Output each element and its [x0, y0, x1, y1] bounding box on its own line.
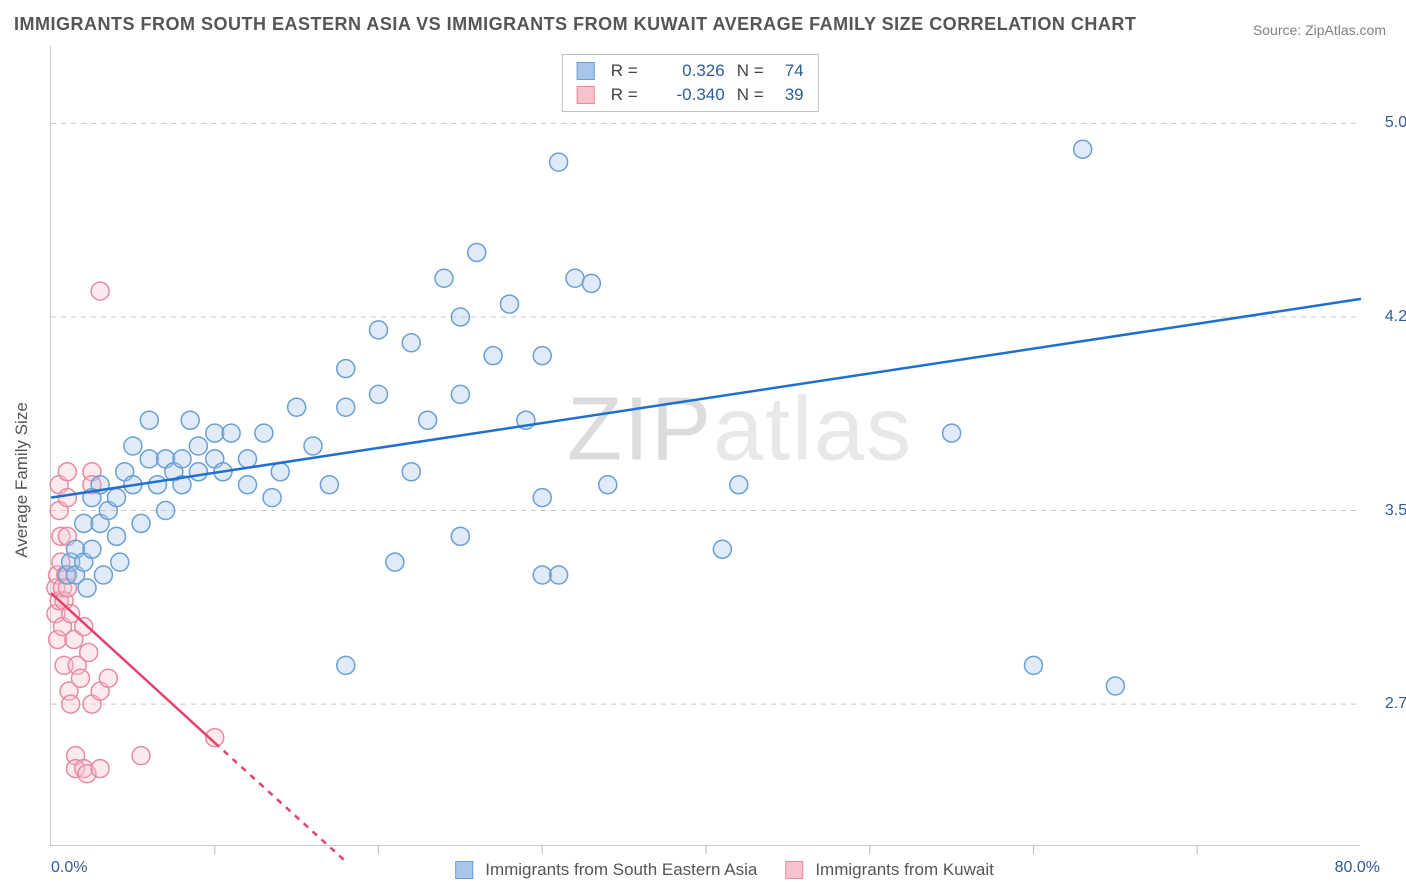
legend-label-kuwait: Immigrants from Kuwait — [815, 860, 994, 880]
stat-r-sea: 0.326 — [665, 59, 725, 83]
stat-r-label: R = — [611, 59, 653, 83]
chart-title: IMMIGRANTS FROM SOUTH EASTERN ASIA VS IM… — [14, 14, 1136, 35]
stat-r-kuwait: -0.340 — [665, 83, 725, 107]
stat-n-kuwait: 39 — [785, 83, 804, 107]
stat-n-sea: 74 — [785, 59, 804, 83]
legend-swatch-kuwait — [785, 861, 803, 879]
y-tick-label: 4.25 — [1385, 308, 1406, 326]
x-tick-label-max: 80.0% — [1335, 859, 1380, 877]
stats-legend-box: R = 0.326 N = 74 R = -0.340 N = 39 — [562, 54, 819, 112]
y-tick-label: 5.00 — [1385, 114, 1406, 132]
legend-item-kuwait: Immigrants from Kuwait — [785, 860, 994, 880]
stat-n-label: N = — [737, 59, 773, 83]
legend-label-sea: Immigrants from South Eastern Asia — [485, 860, 757, 880]
swatch-kuwait — [577, 86, 595, 104]
y-tick-label: 2.75 — [1385, 695, 1406, 713]
chart-container: IMMIGRANTS FROM SOUTH EASTERN ASIA VS IM… — [0, 0, 1406, 892]
stats-row-kuwait: R = -0.340 N = 39 — [577, 83, 804, 107]
source-attribution: Source: ZipAtlas.com — [1253, 22, 1386, 38]
plot-svg — [51, 46, 1360, 845]
stat-r-label-2: R = — [611, 83, 653, 107]
plot-area: ZIPatlas 2.753.504.255.000.0%80.0% — [50, 46, 1360, 846]
stats-row-sea: R = 0.326 N = 74 — [577, 59, 804, 83]
x-tick-label-min: 0.0% — [51, 859, 87, 877]
stat-n-label-2: N = — [737, 83, 773, 107]
y-axis-title: Average Family Size — [12, 402, 32, 558]
swatch-sea — [577, 62, 595, 80]
bottom-legend: Immigrants from South Eastern Asia Immig… — [455, 860, 994, 880]
y-tick-label: 3.50 — [1385, 502, 1406, 520]
legend-item-sea: Immigrants from South Eastern Asia — [455, 860, 757, 880]
legend-swatch-sea — [455, 861, 473, 879]
